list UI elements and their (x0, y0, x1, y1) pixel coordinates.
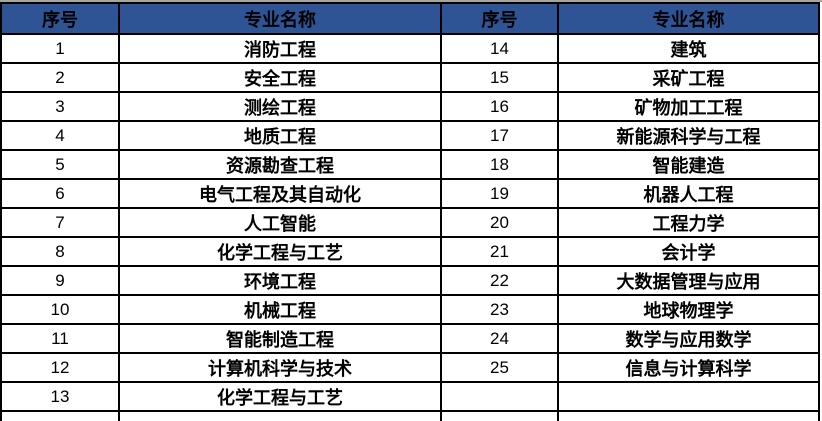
serial-cell[interactable]: 15 (440, 62, 559, 93)
major-name-cell[interactable]: 大数据管理与应用 (557, 265, 820, 296)
major-name-cell[interactable]: 智能建造 (557, 149, 820, 180)
serial-cell[interactable]: 11 (0, 323, 120, 354)
serial-cell[interactable]: 17 (440, 120, 559, 151)
table-row: 25 信息与计算科学 (440, 352, 820, 383)
table-row (440, 410, 820, 421)
table-row: 20 工程力学 (440, 207, 820, 238)
serial-cell[interactable]: 21 (440, 236, 559, 267)
major-name-cell[interactable]: 矿物加工工程 (557, 91, 820, 122)
major-name-cell[interactable]: 会计学 (557, 236, 820, 267)
serial-cell[interactable] (0, 410, 120, 421)
major-name-cell[interactable]: 智能制造工程 (118, 323, 442, 354)
serial-cell[interactable]: 7 (0, 207, 120, 238)
majors-table-left: 序号 专业名称 1 消防工程 2 安全工程 3 测绘工程 4 地质工程 5 资源勘查工程 6 电气工程… (0, 2, 442, 421)
major-name-cell[interactable]: 电气工程及其自动化 (118, 178, 442, 209)
serial-cell[interactable]: 16 (440, 91, 559, 122)
serial-cell[interactable]: 18 (440, 149, 559, 180)
serial-cell[interactable] (440, 410, 559, 421)
serial-cell[interactable]: 10 (0, 294, 120, 325)
serial-cell[interactable]: 3 (0, 91, 120, 122)
major-name-cell[interactable]: 信息与计算科学 (557, 352, 820, 383)
serial-cell[interactable]: 25 (440, 352, 559, 383)
major-name-cell[interactable]: 工程力学 (557, 207, 820, 238)
major-name-cell[interactable]: 人工智能 (118, 207, 442, 238)
major-name-cell[interactable]: 安全工程 (118, 62, 442, 93)
table-row: 4 地质工程 (0, 120, 442, 151)
major-name-cell[interactable]: 测绘工程 (118, 91, 442, 122)
table-row: 6 电气工程及其自动化 (0, 178, 442, 209)
major-name-cell[interactable]: 地质工程 (118, 120, 442, 151)
table-row (440, 381, 820, 412)
major-name-cell[interactable] (557, 381, 820, 412)
major-name-cell[interactable]: 化学工程与工艺 (118, 381, 442, 412)
major-name-cell[interactable]: 建筑 (557, 33, 820, 64)
table-row: 16 矿物加工工程 (440, 91, 820, 122)
major-name-cell[interactable]: 机器人工程 (557, 178, 820, 209)
major-name-cell[interactable]: 消防工程 (118, 33, 442, 64)
major-name-cell[interactable]: 计算机科学与技术 (118, 352, 442, 383)
serial-cell[interactable]: 4 (0, 120, 120, 151)
table-row: 13 化学工程与工艺 (0, 381, 442, 412)
serial-cell[interactable]: 2 (0, 62, 120, 93)
table-row: 10 机械工程 (0, 294, 442, 325)
table-row: 12 计算机科学与技术 (0, 352, 442, 383)
column-header-serial[interactable]: 序号 (440, 2, 559, 35)
table-row: 5 资源勘查工程 (0, 149, 442, 180)
table-row (0, 410, 442, 421)
table-row: 11 智能制造工程 (0, 323, 442, 354)
major-name-cell[interactable] (118, 410, 442, 421)
table-row: 14 建筑 (440, 33, 820, 64)
serial-cell[interactable]: 6 (0, 178, 120, 209)
table-row: 3 测绘工程 (0, 91, 442, 122)
table-row: 9 环境工程 (0, 265, 442, 296)
table-row: 19 机器人工程 (440, 178, 820, 209)
table-row: 23 地球物理学 (440, 294, 820, 325)
table-row: 2 安全工程 (0, 62, 442, 93)
table-row: 15 采矿工程 (440, 62, 820, 93)
major-name-cell[interactable]: 机械工程 (118, 294, 442, 325)
column-header-major[interactable]: 专业名称 (118, 2, 442, 35)
major-name-cell[interactable]: 新能源科学与工程 (557, 120, 820, 151)
major-name-cell[interactable]: 资源勘查工程 (118, 149, 442, 180)
table-row: 24 数学与应用数学 (440, 323, 820, 354)
header-row: 序号 专业名称 (440, 2, 820, 35)
table-row: 8 化学工程与工艺 (0, 236, 442, 267)
major-name-cell[interactable]: 数学与应用数学 (557, 323, 820, 354)
table-row: 17 新能源科学与工程 (440, 120, 820, 151)
major-name-cell[interactable]: 化学工程与工艺 (118, 236, 442, 267)
header-row: 序号 专业名称 (0, 2, 442, 35)
serial-cell[interactable]: 14 (440, 33, 559, 64)
column-header-major[interactable]: 专业名称 (557, 2, 820, 35)
serial-cell[interactable]: 19 (440, 178, 559, 209)
top-gridline-strip (0, 0, 822, 2)
major-name-cell[interactable]: 地球物理学 (557, 294, 820, 325)
table-row: 7 人工智能 (0, 207, 442, 238)
majors-table-right: 序号 专业名称 14 建筑 15 采矿工程 16 矿物加工工程 17 新能源科学与工程 18 智能… (440, 2, 820, 421)
table-row: 18 智能建造 (440, 149, 820, 180)
serial-cell[interactable]: 1 (0, 33, 120, 64)
major-name-cell[interactable]: 环境工程 (118, 265, 442, 296)
serial-cell[interactable]: 5 (0, 149, 120, 180)
serial-cell[interactable]: 20 (440, 207, 559, 238)
table-row: 21 会计学 (440, 236, 820, 267)
serial-cell[interactable]: 23 (440, 294, 559, 325)
table-row: 22 大数据管理与应用 (440, 265, 820, 296)
serial-cell[interactable]: 24 (440, 323, 559, 354)
serial-cell[interactable]: 8 (0, 236, 120, 267)
serial-cell[interactable]: 22 (440, 265, 559, 296)
serial-cell[interactable]: 13 (0, 381, 120, 412)
serial-cell[interactable] (440, 381, 559, 412)
serial-cell[interactable]: 12 (0, 352, 120, 383)
table-row: 1 消防工程 (0, 33, 442, 64)
major-name-cell[interactable]: 采矿工程 (557, 62, 820, 93)
serial-cell[interactable]: 9 (0, 265, 120, 296)
major-name-cell[interactable] (557, 410, 820, 421)
column-header-serial[interactable]: 序号 (0, 2, 120, 35)
